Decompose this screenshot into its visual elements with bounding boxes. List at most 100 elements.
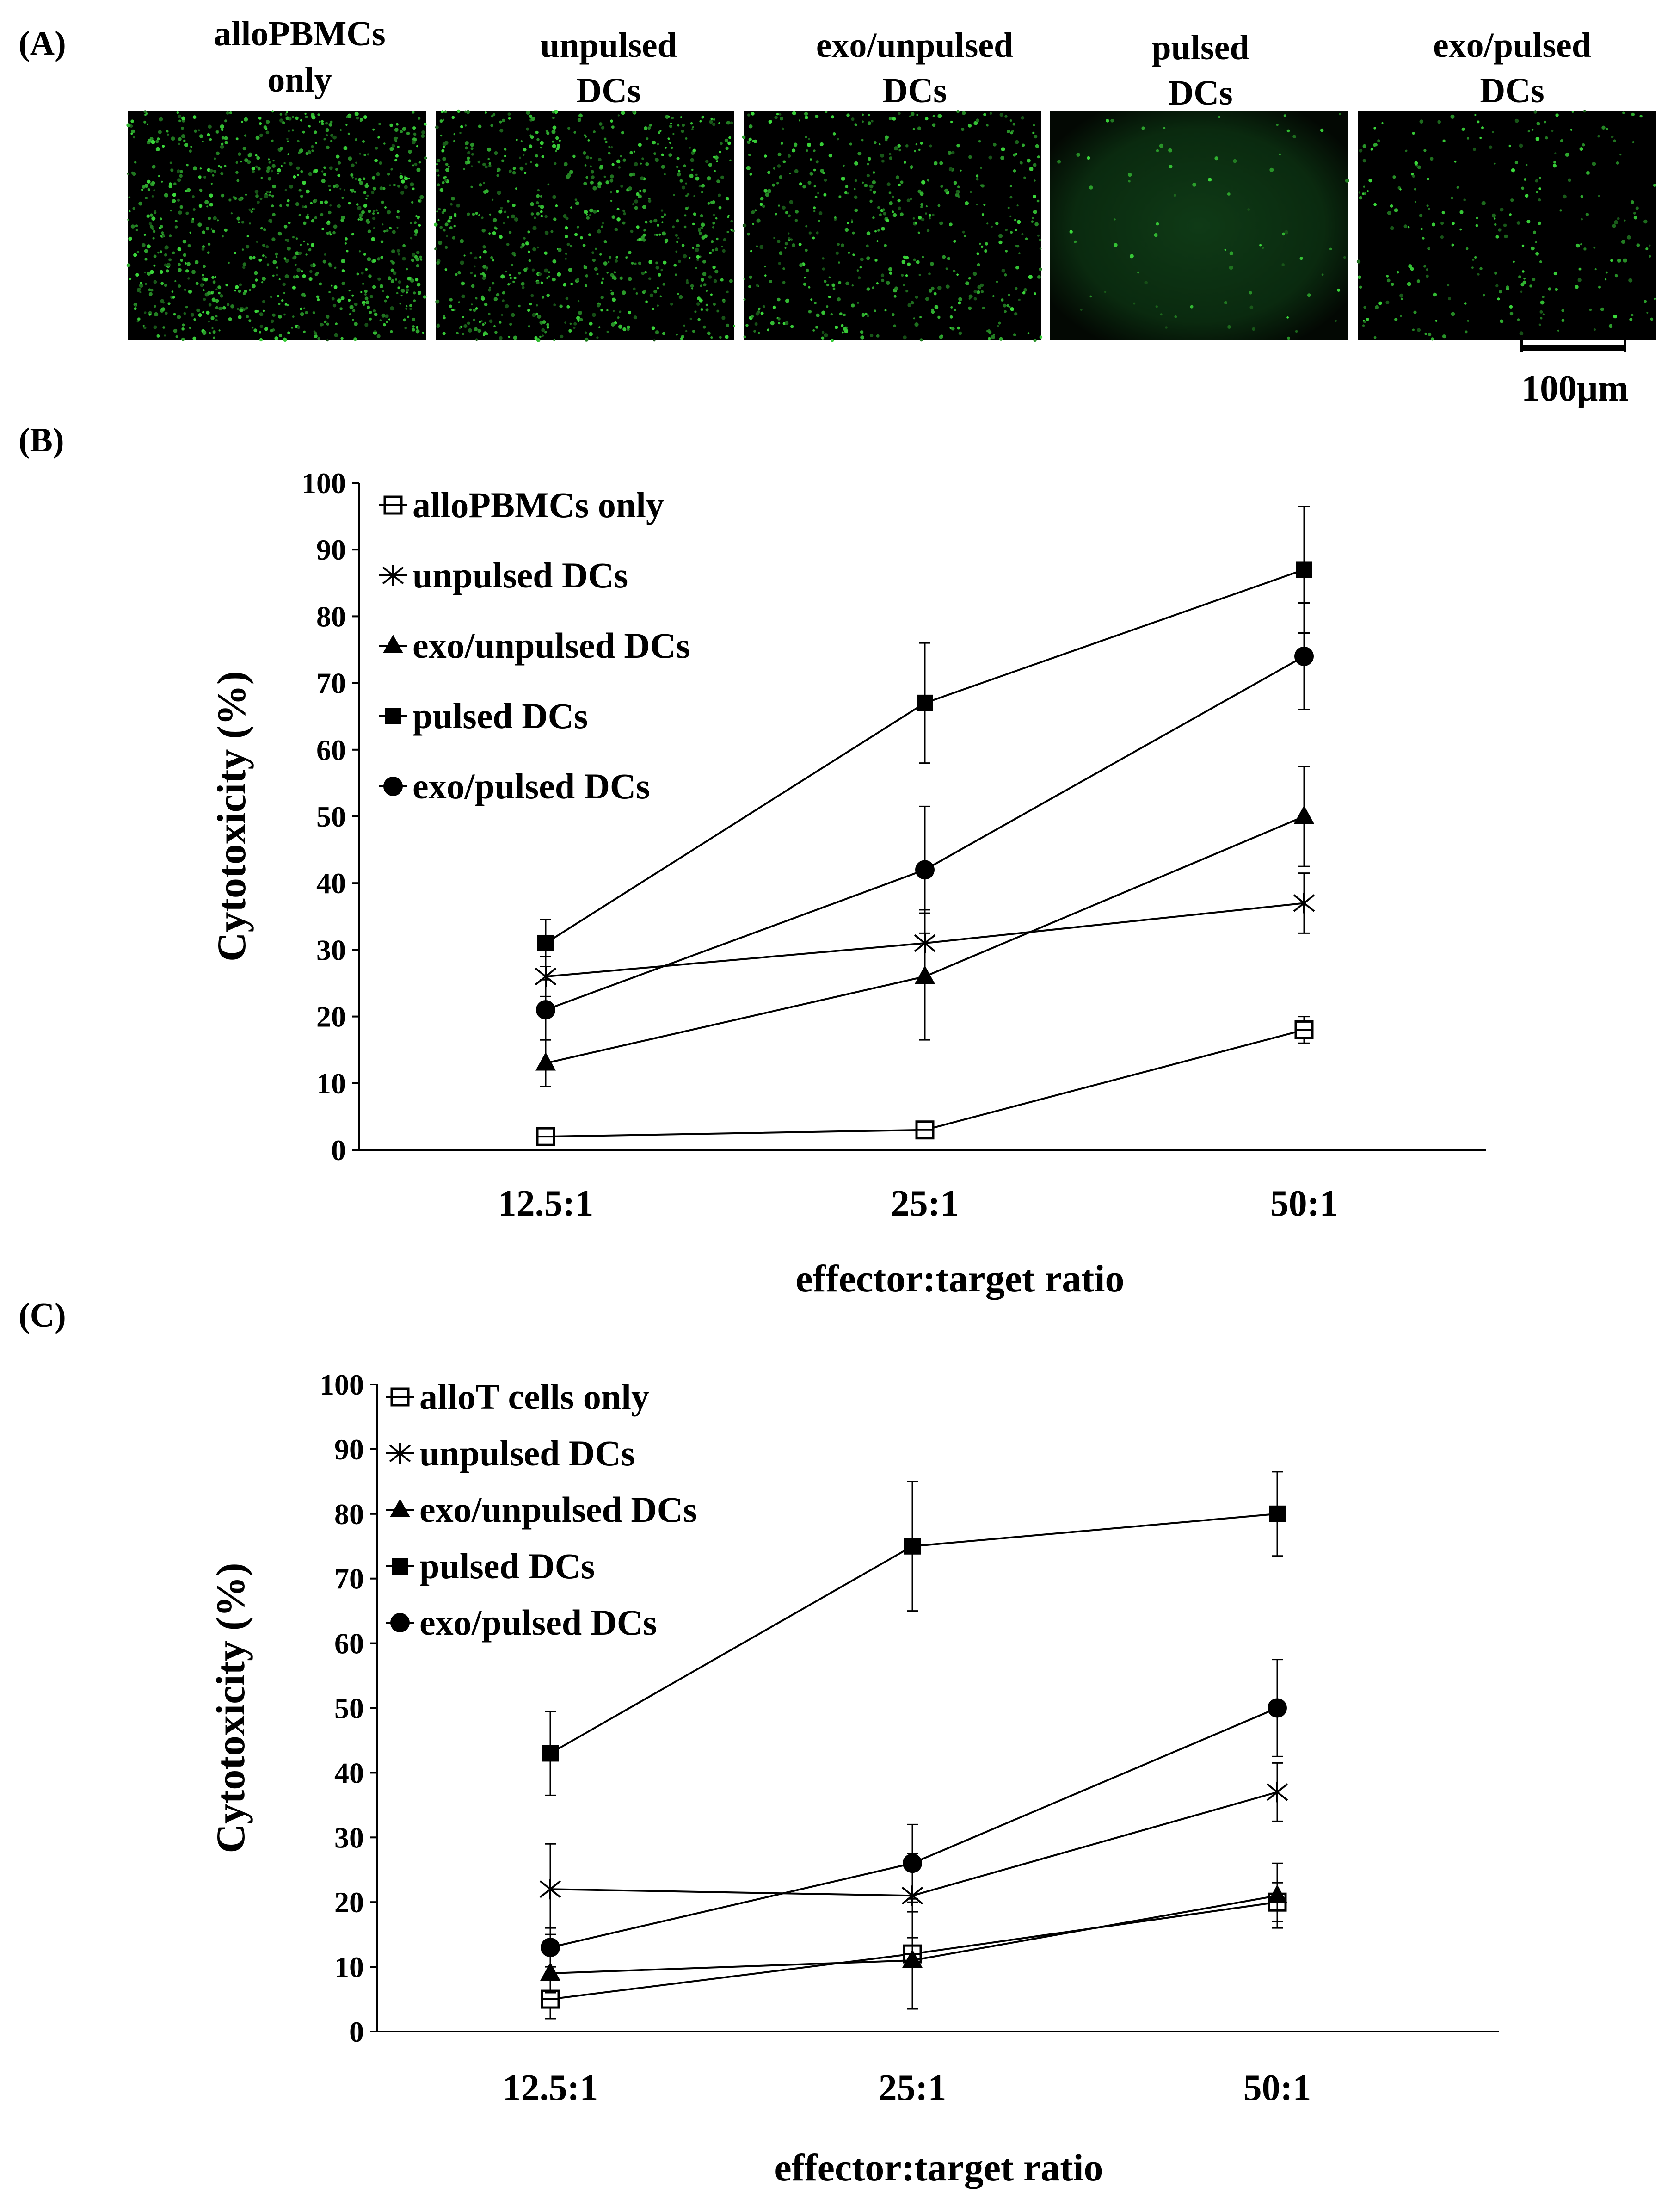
fluorescent-cell bbox=[305, 115, 308, 118]
fluorescent-cell bbox=[251, 167, 255, 171]
fluorescent-cell bbox=[1508, 144, 1511, 148]
fluorescent-cell bbox=[197, 222, 202, 227]
fluorescent-cell bbox=[498, 235, 503, 239]
data-point bbox=[537, 934, 554, 951]
fluorescent-cell bbox=[578, 113, 583, 118]
fluorescent-cell bbox=[343, 146, 348, 150]
fluorescent-cell bbox=[1016, 204, 1019, 207]
micrograph-4 bbox=[1050, 111, 1349, 340]
x-tick-label: 50:1 bbox=[1243, 2068, 1311, 2108]
fluorescent-cell bbox=[172, 193, 176, 197]
fluorescent-cell bbox=[807, 180, 812, 185]
fluorescent-cell bbox=[256, 156, 260, 160]
fluorescent-cell bbox=[1479, 267, 1483, 271]
fluorescent-cell bbox=[913, 317, 915, 320]
fluorescent-cell bbox=[152, 165, 156, 169]
fluorescent-cell bbox=[283, 338, 287, 342]
fluorescent-cell bbox=[508, 169, 512, 173]
fluorescent-cell bbox=[621, 111, 625, 115]
fluorescent-cell bbox=[728, 136, 732, 139]
fluorescent-cell bbox=[705, 290, 708, 292]
fluorescent-cell bbox=[1538, 323, 1541, 326]
fluorescent-cell bbox=[262, 277, 266, 281]
fluorescent-cell bbox=[396, 292, 399, 294]
fluorescent-cell bbox=[155, 140, 159, 143]
fluorescent-cell bbox=[805, 136, 807, 138]
fluorescent-cell bbox=[1601, 125, 1606, 130]
fluorescent-cell bbox=[1613, 315, 1617, 319]
fluorescent-cell bbox=[756, 218, 761, 223]
fluorescent-cell bbox=[365, 268, 368, 271]
fluorescent-cell bbox=[220, 145, 224, 149]
fluorescent-cell bbox=[701, 184, 705, 188]
fluorescent-cell bbox=[929, 217, 931, 220]
fluorescent-cell bbox=[591, 170, 594, 174]
fluorescent-cell bbox=[962, 230, 965, 234]
fluorescent-cell bbox=[246, 245, 250, 249]
fluorescent-cell bbox=[509, 323, 512, 326]
fluorescent-cell bbox=[978, 140, 981, 143]
fluorescent-cell bbox=[660, 209, 664, 212]
fluorescent-cell bbox=[271, 194, 274, 198]
fluorescent-cell bbox=[437, 174, 440, 177]
fluorescent-cell bbox=[788, 237, 791, 240]
fluorescent-cell bbox=[1636, 243, 1640, 247]
fluorescent-cell bbox=[805, 116, 808, 119]
fluorescent-cell bbox=[856, 269, 859, 272]
fluorescent-cell bbox=[263, 228, 266, 231]
fluorescent-cell bbox=[1500, 208, 1504, 212]
fluorescent-cell bbox=[540, 141, 544, 145]
fluorescent-cell bbox=[477, 329, 481, 333]
fluorescent-cell bbox=[723, 238, 726, 241]
fluorescent-cell bbox=[592, 259, 596, 262]
fluorescent-cell bbox=[645, 221, 648, 224]
fluorescent-cell bbox=[356, 203, 359, 206]
fluorescent-cell bbox=[671, 117, 674, 119]
fluorescent-cell bbox=[926, 229, 930, 232]
fluorescent-cell bbox=[172, 251, 175, 254]
fluorescent-cell bbox=[693, 212, 696, 216]
fluorescent-cell bbox=[140, 282, 142, 284]
fluorescent-cell bbox=[912, 217, 915, 220]
fluorescent-cell bbox=[918, 274, 921, 276]
fluorescent-cell bbox=[968, 306, 972, 310]
fluorescent-cell bbox=[129, 278, 132, 280]
fluorescent-cell bbox=[851, 117, 855, 121]
fluorescent-cell bbox=[212, 229, 215, 233]
fluorescent-cell bbox=[914, 150, 917, 153]
fluorescent-cell bbox=[540, 147, 542, 149]
fluorescent-cell bbox=[503, 222, 505, 225]
fluorescent-cell bbox=[574, 233, 578, 236]
fluorescent-cell bbox=[724, 138, 728, 142]
fluorescent-cell bbox=[277, 295, 280, 297]
fluorescent-cell bbox=[830, 313, 833, 316]
fluorescent-cell bbox=[1428, 247, 1430, 250]
fluorescent-cell bbox=[653, 218, 658, 223]
fluorescent-cell bbox=[565, 252, 568, 255]
fluorescent-cell bbox=[652, 141, 656, 145]
fluorescent-cell bbox=[1390, 204, 1393, 208]
fluorescent-cell bbox=[493, 297, 498, 302]
fluorescent-cell bbox=[436, 163, 438, 166]
fluorescent-cell bbox=[1509, 213, 1512, 216]
fluorescent-cell bbox=[407, 315, 410, 318]
fluorescent-cell bbox=[444, 222, 449, 227]
fluorescent-cell bbox=[1598, 285, 1601, 289]
fluorescent-cell bbox=[143, 120, 147, 124]
legend-label: alloT cells only bbox=[419, 1377, 649, 1417]
fluorescent-cell bbox=[481, 272, 485, 276]
fluorescent-cell bbox=[360, 291, 363, 293]
fluorescent-cell bbox=[708, 251, 712, 255]
fluorescent-cell bbox=[164, 263, 167, 267]
fluorescent-cell bbox=[278, 334, 283, 337]
fluorescent-cell bbox=[715, 217, 718, 220]
micrograph-title-line1: pulsed bbox=[1151, 28, 1249, 67]
fluorescent-cell bbox=[220, 166, 222, 169]
fluorescent-cell bbox=[314, 272, 318, 276]
fluorescent-cell bbox=[1089, 295, 1092, 298]
fluorescent-cell bbox=[328, 231, 332, 234]
fluorescent-cell bbox=[700, 214, 703, 218]
fluorescent-cell bbox=[186, 188, 191, 192]
fluorescent-cell bbox=[265, 120, 270, 124]
fluorescent-cell bbox=[1009, 196, 1013, 199]
